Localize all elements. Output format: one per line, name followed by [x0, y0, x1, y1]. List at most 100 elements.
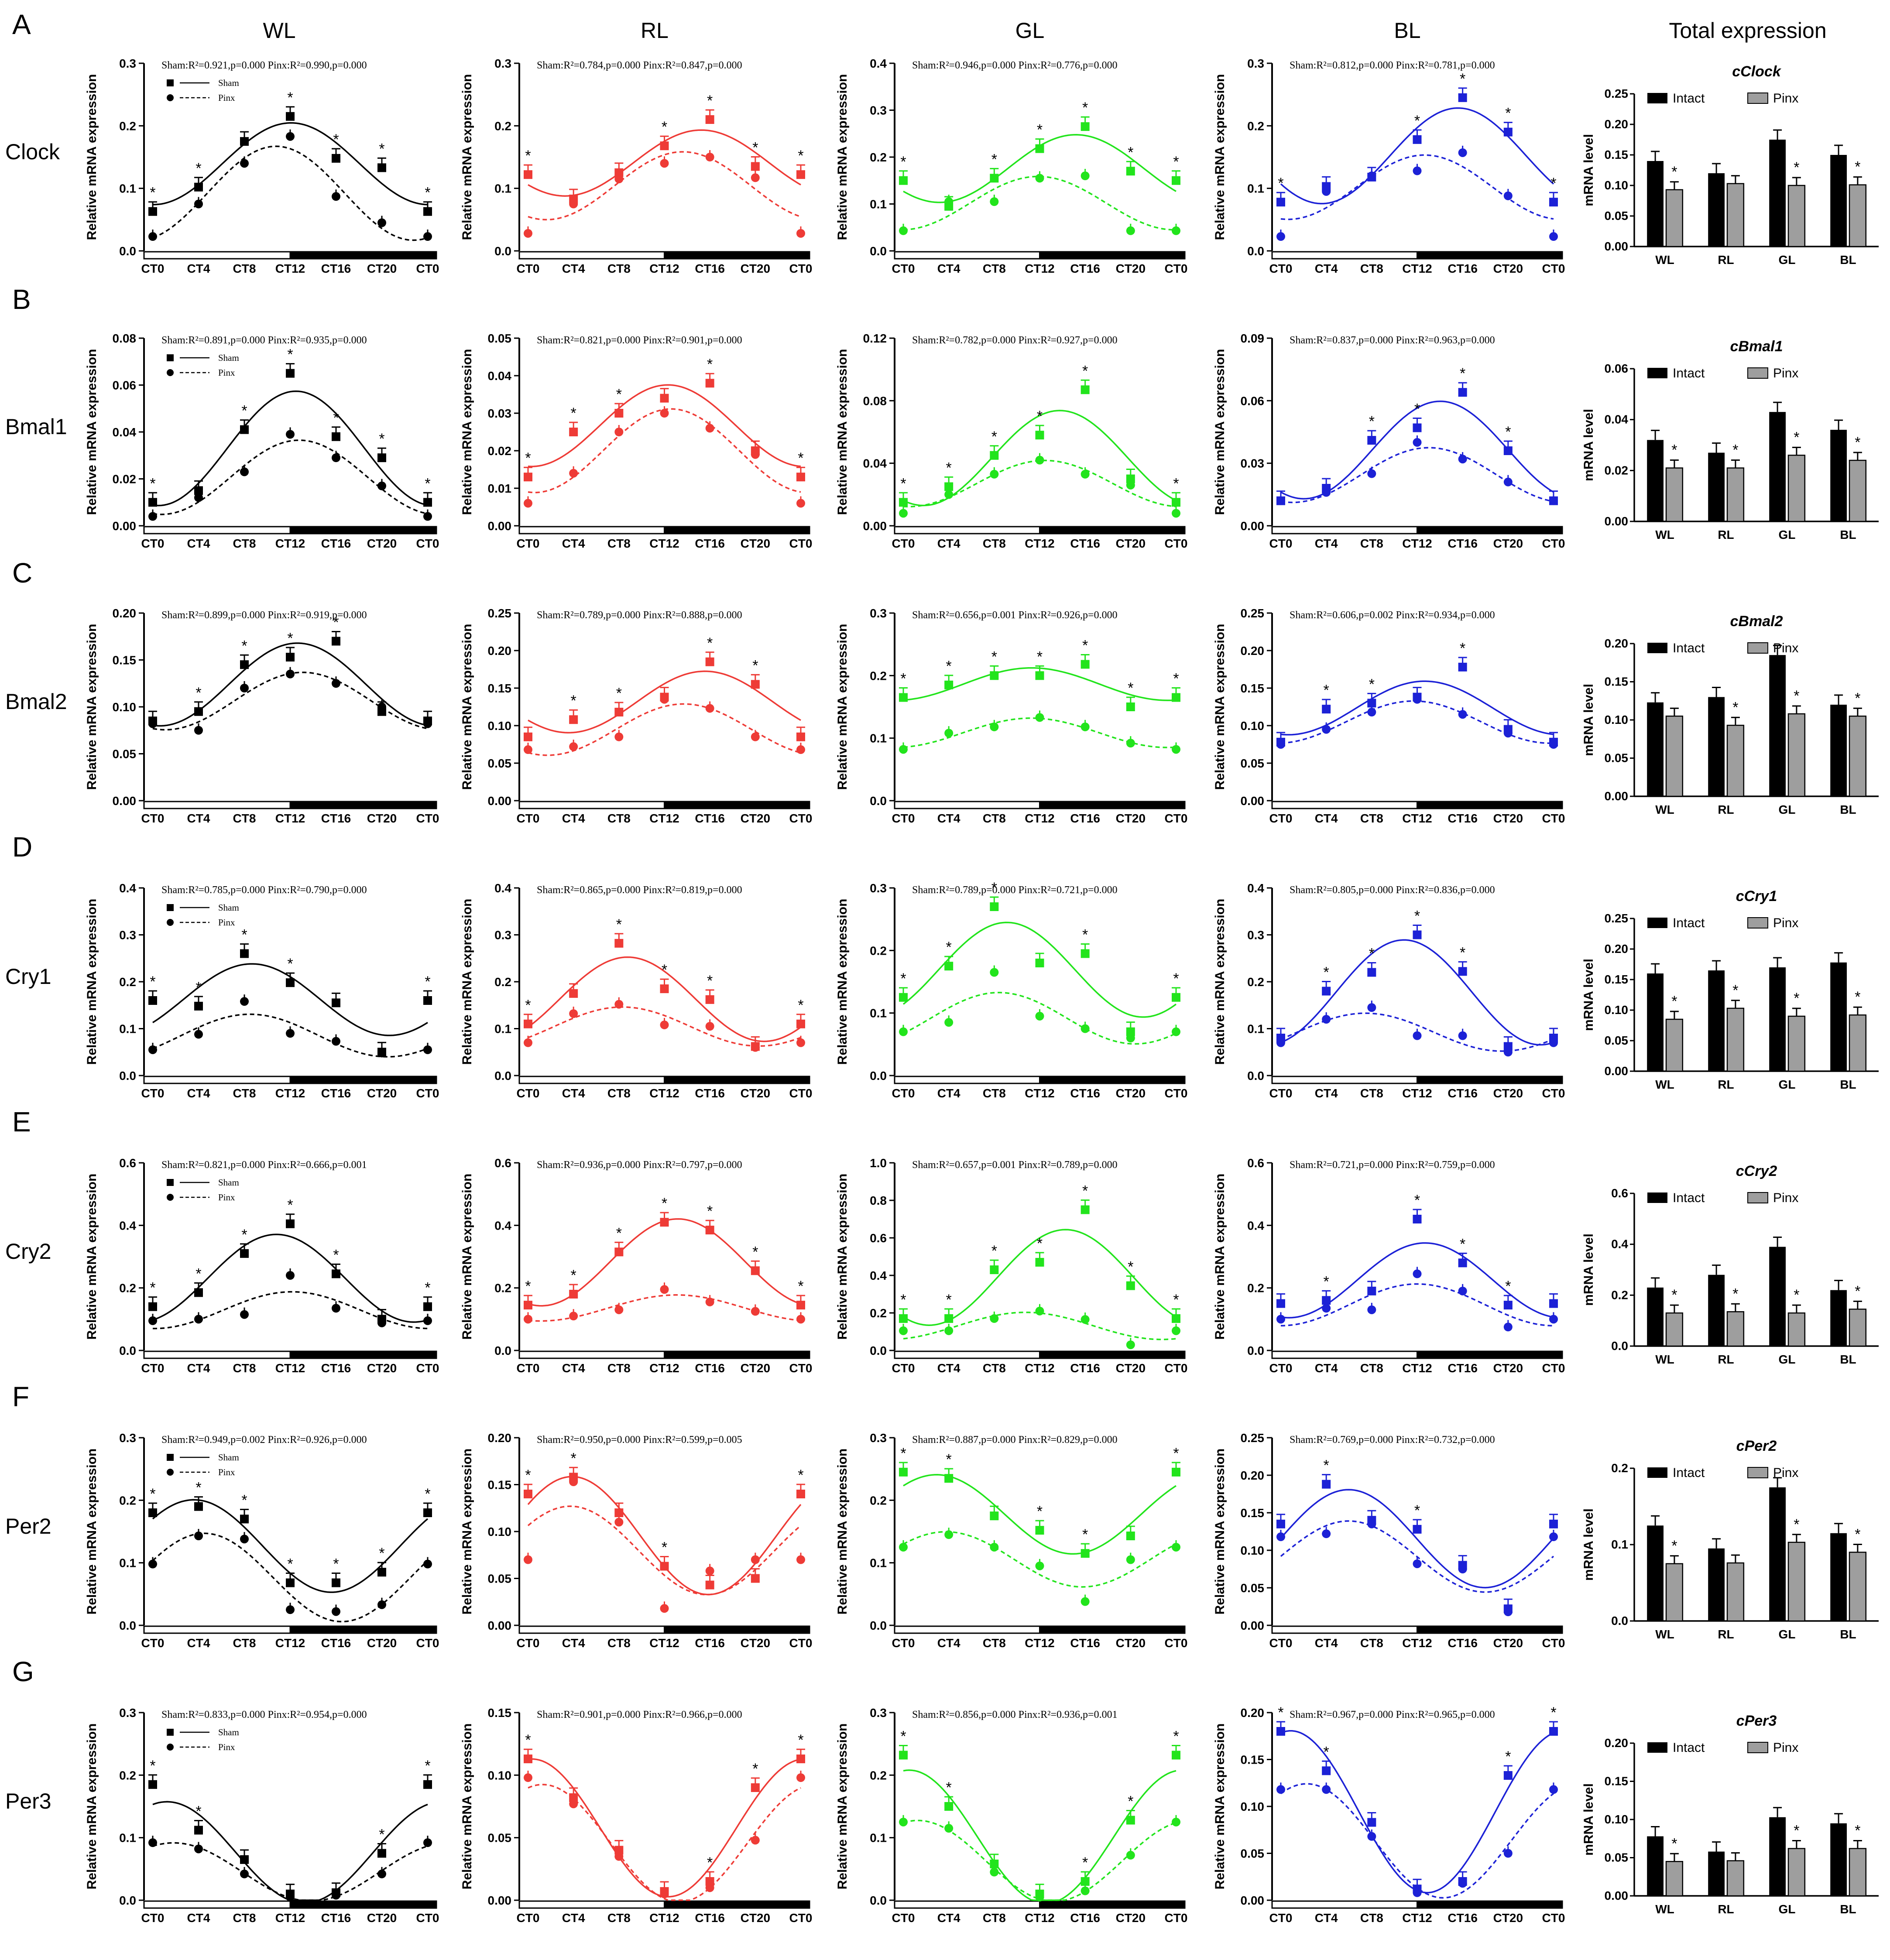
y-tick-label: 0.20: [1605, 942, 1629, 956]
pinx-bar: [1726, 183, 1745, 247]
significance-star: *: [1082, 1183, 1088, 1199]
sham-point: [1126, 1532, 1135, 1541]
pinx-point: [569, 1799, 578, 1809]
x-tick-label: CT12: [275, 1636, 305, 1650]
pinx-point: [990, 1867, 999, 1877]
pinx-point: [194, 1844, 203, 1854]
sham-point: [377, 1849, 386, 1858]
pinx-point: [1503, 729, 1513, 738]
x-tick-label: CT0: [892, 812, 915, 825]
y-tick-label: 0.2: [1247, 975, 1264, 989]
line-chart-bmal1-bl: 0.00 0.03 0.06 0.09 Relative mRNA expression…: [1213, 332, 1565, 550]
sham-point: [1172, 993, 1180, 1002]
pinx-point: [286, 1271, 295, 1280]
x-tick-label: CT20: [367, 262, 397, 275]
pinx-point: [1413, 1559, 1422, 1568]
x-tick-label: CT12: [1025, 1636, 1054, 1650]
line-chart-cry1-rl: 0.0 0.1 0.2 0.3 0.4 Relative mRNA expression C…: [460, 881, 812, 1100]
sham-point: [796, 1754, 805, 1764]
significance-star: *: [1173, 1445, 1179, 1462]
intact-bar: [1769, 412, 1786, 521]
x-tick-label: CT0: [1542, 1911, 1565, 1925]
significance-star: *: [241, 927, 247, 943]
legend-pinx-label: Pinx: [218, 1467, 235, 1477]
sham-point: [1172, 176, 1180, 185]
y-tick-label: 0.1: [119, 1556, 136, 1570]
x-tick-label: CT4: [187, 1911, 210, 1925]
x-category-label: GL: [1779, 1353, 1796, 1366]
x-tick-label: CT4: [937, 1086, 960, 1100]
significance-star: *: [333, 1556, 339, 1573]
pinx-point: [1126, 1340, 1135, 1350]
significance-star: *: [287, 956, 293, 972]
line-chart-per3-bl: 0.00 0.05 0.10 0.15 0.20 Relative mRNA expres…: [1213, 1704, 1565, 1925]
light-phase-bar: [1271, 801, 1418, 809]
pinx-point: [1503, 1048, 1513, 1057]
dark-phase-bar: [1417, 1625, 1563, 1634]
significance-star: *: [707, 1854, 713, 1871]
significance-star: *: [1671, 164, 1677, 180]
x-tick-label: CT12: [275, 262, 305, 275]
pinx-point: [614, 1305, 624, 1314]
pinx-point: [660, 695, 669, 704]
y-tick-label: 0.6: [494, 1156, 511, 1170]
light-phase-bar: [1271, 1625, 1418, 1634]
pinx-fit-curve: [153, 1291, 428, 1330]
y-tick-label: 0.2: [870, 1768, 887, 1782]
line-chart-cry2-rl: 0.0 0.2 0.4 0.6 Relative mRNA expression CT0 C…: [460, 1156, 812, 1375]
sham-point: [1503, 446, 1513, 455]
line-chart-bmal2-gl: 0.0 0.1 0.2 0.3 Relative mRNA expression CT0 C…: [835, 607, 1187, 825]
pinx-point: [1035, 456, 1044, 465]
pinx-point: [1322, 488, 1331, 497]
x-tick-label: CT20: [741, 812, 770, 825]
bar-chart-title: cBmal2: [1730, 613, 1783, 630]
sham-point: [1367, 1818, 1376, 1827]
pinx-point: [660, 1889, 669, 1898]
pinx-point: [1458, 148, 1467, 157]
dark-phase-bar: [664, 526, 810, 535]
y-tick-label: 0.15: [113, 654, 137, 667]
significance-star: *: [379, 1545, 384, 1562]
legend-sham-marker: [167, 354, 174, 361]
significance-star: *: [662, 962, 667, 978]
significance-star: *: [571, 1450, 576, 1467]
x-tick-label: CT4: [562, 1086, 585, 1100]
significance-star: *: [752, 1761, 758, 1777]
light-phase-bar: [1271, 1350, 1418, 1359]
x-tick-label: CT16: [321, 1911, 351, 1925]
sham-point: [332, 154, 340, 163]
significance-star: *: [525, 1467, 531, 1484]
y-tick-label: 0.0: [119, 1894, 136, 1907]
pinx-point: [944, 1824, 954, 1833]
legend-sham-marker: [167, 904, 174, 911]
light-phase-bar: [894, 1076, 1040, 1084]
pinx-point: [751, 732, 760, 741]
legend-pinx-label: Pinx: [218, 917, 235, 928]
pinx-point: [1367, 1003, 1376, 1012]
y-tick-label: 0.4: [119, 881, 136, 895]
y-tick-label: 0.08: [863, 394, 887, 408]
y-tick-label: 0.15: [1605, 148, 1629, 161]
sham-point: [148, 1302, 157, 1311]
pinx-point: [240, 997, 249, 1006]
y-tick-label: 0.10: [1605, 1813, 1629, 1826]
y-tick-label: 0.0: [494, 1344, 511, 1357]
x-tick-label: CT16: [1448, 537, 1477, 550]
pinx-point: [524, 1315, 532, 1324]
significance-star: *: [1037, 122, 1043, 138]
panel-letter-b: B: [12, 284, 31, 315]
pinx-bar: [1726, 725, 1745, 797]
dark-phase-bar: [1039, 526, 1186, 535]
sham-point: [240, 137, 249, 146]
y-tick-label: 0.2: [119, 1282, 136, 1295]
dark-phase-bar: [289, 1625, 437, 1634]
x-tick-label: CT8: [607, 1911, 631, 1925]
y-tick-label: 0.25: [1605, 911, 1629, 925]
x-tick-label: CT0: [789, 537, 813, 550]
sham-point: [899, 176, 908, 185]
dark-phase-bar: [1039, 801, 1186, 809]
x-tick-label: CT8: [233, 1911, 256, 1925]
pinx-point: [1413, 695, 1422, 704]
sham-point: [899, 993, 908, 1002]
y-tick-label: 0.3: [494, 57, 511, 70]
